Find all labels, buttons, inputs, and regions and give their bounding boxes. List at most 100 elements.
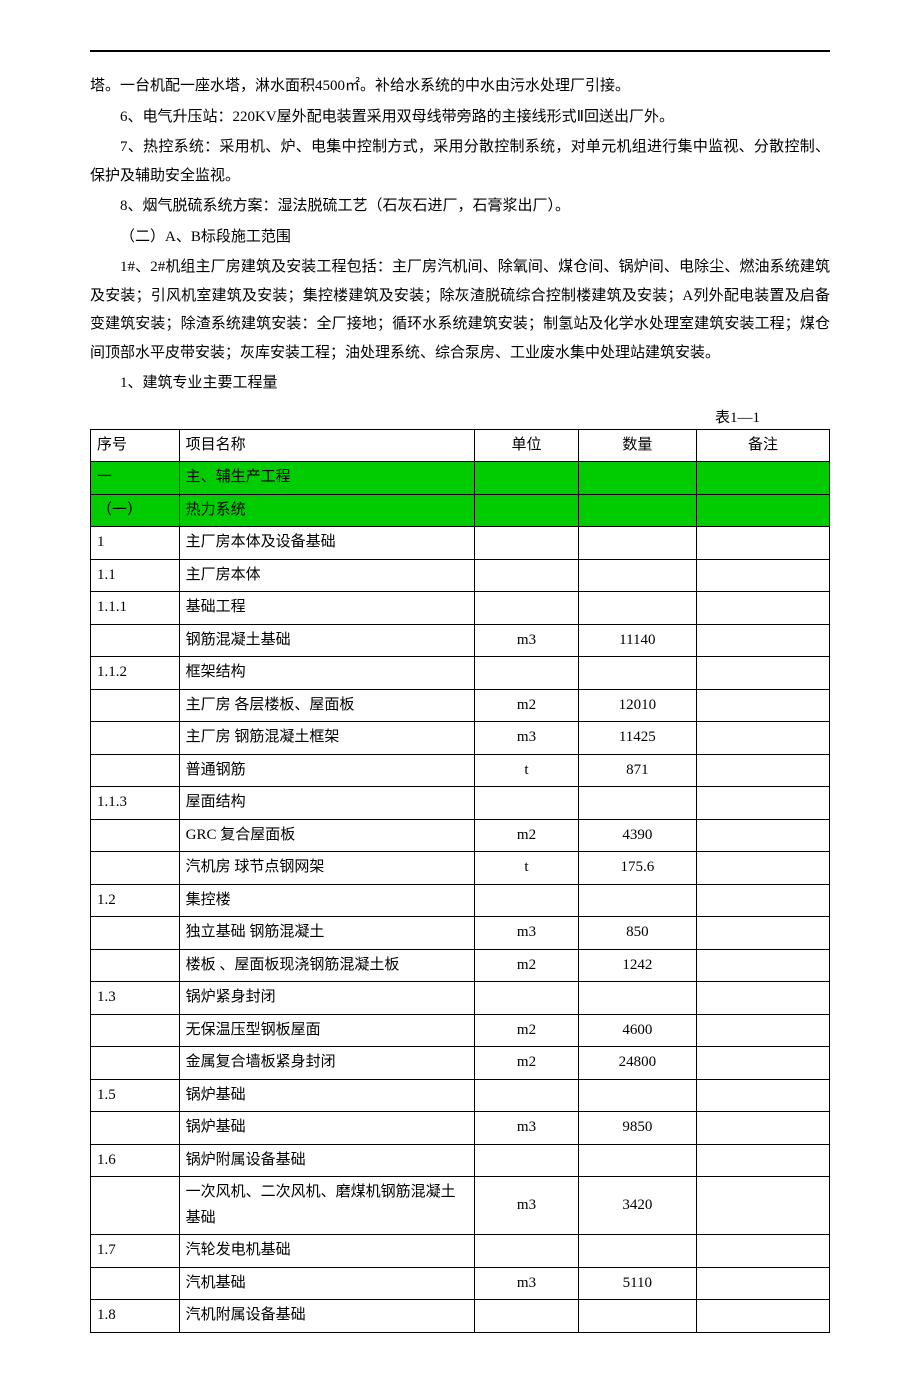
table-row: 汽机房 球节点钢网架t175.6 bbox=[91, 852, 830, 885]
cell-qty bbox=[578, 982, 696, 1015]
cell-unit bbox=[475, 592, 578, 625]
cell-unit bbox=[475, 462, 578, 495]
cell-name: 基础工程 bbox=[179, 592, 475, 625]
cell-note bbox=[696, 624, 829, 657]
cell-name: 钢筋混凝土基础 bbox=[179, 624, 475, 657]
cell-note bbox=[696, 559, 829, 592]
cell-name: 汽机房 球节点钢网架 bbox=[179, 852, 475, 885]
cell-qty bbox=[578, 884, 696, 917]
cell-name: GRC 复合屋面板 bbox=[179, 819, 475, 852]
cell-qty bbox=[578, 1144, 696, 1177]
cell-qty bbox=[578, 1300, 696, 1333]
paragraph-6: 1#、2#机组主厂房建筑及安装工程包括：主厂房汽机间、除氧间、煤仓间、锅炉间、电… bbox=[90, 253, 830, 367]
cell-unit bbox=[475, 1144, 578, 1177]
cell-seq: 1.1.2 bbox=[91, 657, 180, 690]
cell-note bbox=[696, 527, 829, 560]
cell-note bbox=[696, 787, 829, 820]
cell-unit: m2 bbox=[475, 819, 578, 852]
paragraph-3: 7、热控系统：采用机、炉、电集中控制方式，采用分散控制系统，对单元机组进行集中监… bbox=[90, 133, 830, 190]
table-row: 无保温压型钢板屋面m24600 bbox=[91, 1014, 830, 1047]
cell-qty bbox=[578, 559, 696, 592]
cell-note bbox=[696, 852, 829, 885]
cell-note bbox=[696, 949, 829, 982]
cell-note bbox=[696, 689, 829, 722]
cell-qty bbox=[578, 494, 696, 527]
cell-unit bbox=[475, 1079, 578, 1112]
table-label: 表1—1 bbox=[90, 408, 830, 429]
cell-qty: 11140 bbox=[578, 624, 696, 657]
cell-seq bbox=[91, 754, 180, 787]
cell-qty: 4390 bbox=[578, 819, 696, 852]
cell-qty bbox=[578, 1235, 696, 1268]
cell-note bbox=[696, 1047, 829, 1080]
cell-note bbox=[696, 917, 829, 950]
cell-qty: 9850 bbox=[578, 1112, 696, 1145]
cell-note bbox=[696, 819, 829, 852]
cell-note bbox=[696, 592, 829, 625]
cell-name: 锅炉基础 bbox=[179, 1079, 475, 1112]
cell-name: 楼板 、屋面板现浇钢筋混凝土板 bbox=[179, 949, 475, 982]
cell-seq bbox=[91, 819, 180, 852]
cell-unit bbox=[475, 559, 578, 592]
cell-name: 热力系统 bbox=[179, 494, 475, 527]
cell-qty: 4600 bbox=[578, 1014, 696, 1047]
cell-qty bbox=[578, 592, 696, 625]
cell-note bbox=[696, 754, 829, 787]
table-row: （一）热力系统 bbox=[91, 494, 830, 527]
cell-unit bbox=[475, 1300, 578, 1333]
table-row: GRC 复合屋面板m24390 bbox=[91, 819, 830, 852]
cell-name: 一次风机、二次风机、磨煤机钢筋混凝土基础 bbox=[179, 1177, 475, 1235]
header-seq: 序号 bbox=[91, 429, 180, 462]
cell-seq bbox=[91, 1112, 180, 1145]
cell-seq bbox=[91, 689, 180, 722]
cell-note bbox=[696, 1112, 829, 1145]
paragraph-1: 塔。一台机配一座水塔，淋水面积4500㎡。补给水系统的中水由污水处理厂引接。 bbox=[90, 72, 830, 101]
cell-seq bbox=[91, 917, 180, 950]
page-top-rule bbox=[90, 50, 830, 52]
cell-note bbox=[696, 494, 829, 527]
table-row: 1.1主厂房本体 bbox=[91, 559, 830, 592]
cell-note bbox=[696, 722, 829, 755]
table-row: 1.3锅炉紧身封闭 bbox=[91, 982, 830, 1015]
cell-name: 主、辅生产工程 bbox=[179, 462, 475, 495]
cell-unit bbox=[475, 884, 578, 917]
cell-name: 汽机附属设备基础 bbox=[179, 1300, 475, 1333]
cell-seq bbox=[91, 1177, 180, 1235]
cell-note bbox=[696, 1014, 829, 1047]
cell-note bbox=[696, 1177, 829, 1235]
cell-qty: 1242 bbox=[578, 949, 696, 982]
cell-note bbox=[696, 1267, 829, 1300]
table-row: 1.5锅炉基础 bbox=[91, 1079, 830, 1112]
cell-unit bbox=[475, 494, 578, 527]
cell-seq bbox=[91, 1047, 180, 1080]
cell-name: 屋面结构 bbox=[179, 787, 475, 820]
table-row: 金属复合墙板紧身封闭m224800 bbox=[91, 1047, 830, 1080]
cell-seq: 1.1.3 bbox=[91, 787, 180, 820]
cell-seq: 1.7 bbox=[91, 1235, 180, 1268]
cell-seq bbox=[91, 1014, 180, 1047]
cell-qty: 3420 bbox=[578, 1177, 696, 1235]
cell-unit: m2 bbox=[475, 1047, 578, 1080]
cell-seq: 1.2 bbox=[91, 884, 180, 917]
cell-name: 主厂房本体 bbox=[179, 559, 475, 592]
cell-seq: 1.6 bbox=[91, 1144, 180, 1177]
cell-unit: t bbox=[475, 754, 578, 787]
table-header-row: 序号 项目名称 单位 数量 备注 bbox=[91, 429, 830, 462]
cell-seq: 1 bbox=[91, 527, 180, 560]
cell-name: 集控楼 bbox=[179, 884, 475, 917]
cell-qty: 5110 bbox=[578, 1267, 696, 1300]
cell-unit bbox=[475, 657, 578, 690]
cell-note bbox=[696, 1300, 829, 1333]
cell-unit bbox=[475, 982, 578, 1015]
cell-qty: 11425 bbox=[578, 722, 696, 755]
table-row: 楼板 、屋面板现浇钢筋混凝土板m21242 bbox=[91, 949, 830, 982]
cell-unit: m3 bbox=[475, 1177, 578, 1235]
table-row: 1.1.2框架结构 bbox=[91, 657, 830, 690]
cell-name: 主厂房本体及设备基础 bbox=[179, 527, 475, 560]
cell-name: 框架结构 bbox=[179, 657, 475, 690]
table-row: 独立基础 钢筋混凝土m3850 bbox=[91, 917, 830, 950]
header-name: 项目名称 bbox=[179, 429, 475, 462]
cell-name: 主厂房 各层楼板、屋面板 bbox=[179, 689, 475, 722]
cell-seq: 1.5 bbox=[91, 1079, 180, 1112]
cell-name: 汽机基础 bbox=[179, 1267, 475, 1300]
